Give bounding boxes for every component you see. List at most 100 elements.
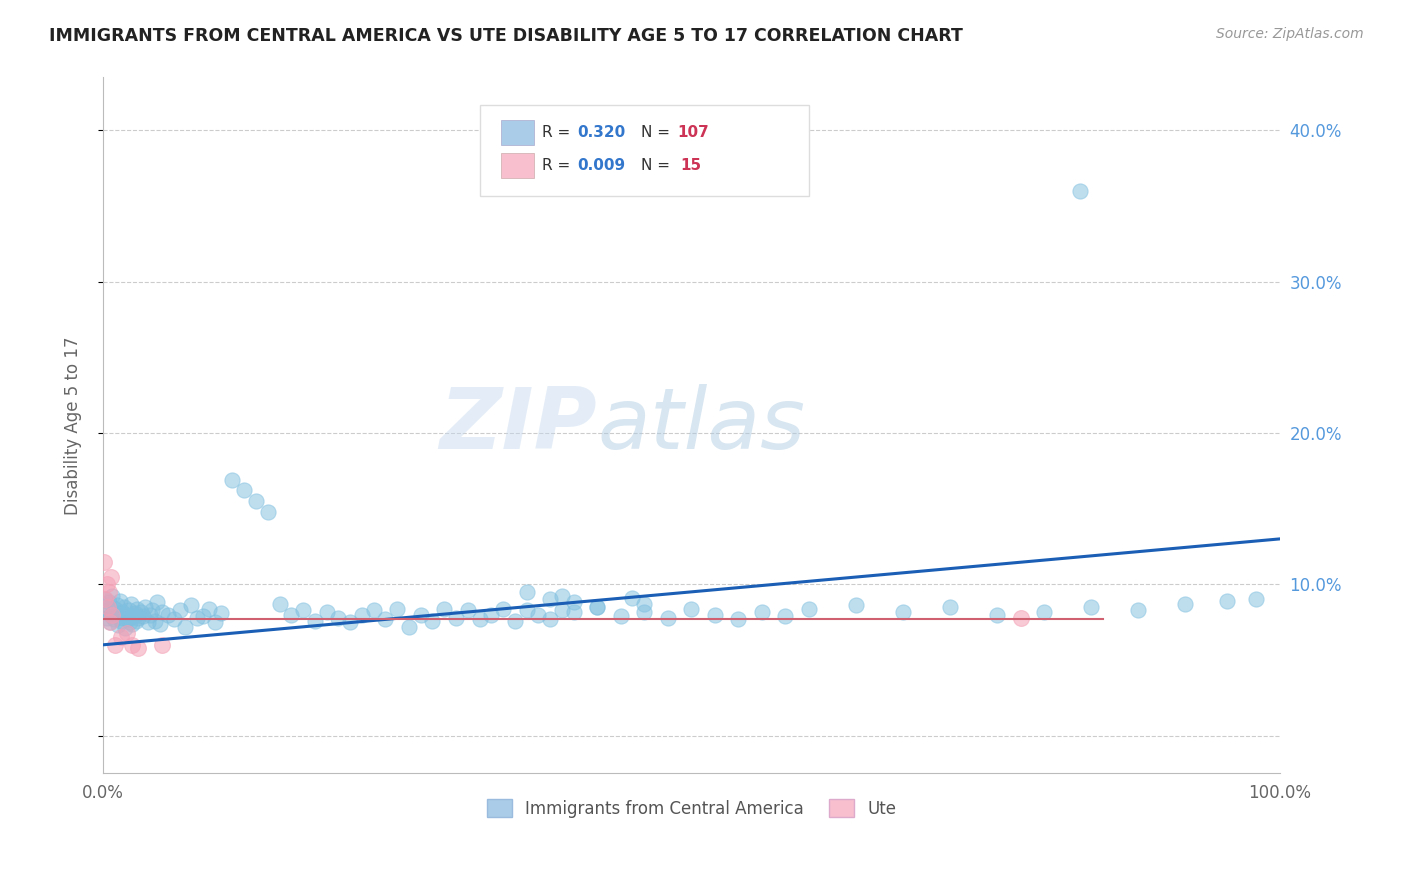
Point bbox=[703, 607, 725, 622]
Point bbox=[280, 607, 302, 622]
Point bbox=[100, 570, 122, 584]
Text: 0.320: 0.320 bbox=[578, 125, 626, 140]
FancyBboxPatch shape bbox=[479, 105, 808, 195]
Point bbox=[209, 606, 232, 620]
Point bbox=[468, 612, 491, 626]
Point bbox=[1174, 597, 1197, 611]
Point bbox=[93, 555, 115, 569]
Point bbox=[122, 609, 145, 624]
Text: R =: R = bbox=[541, 159, 575, 173]
Point bbox=[374, 612, 396, 626]
Point bbox=[775, 609, 797, 624]
Point bbox=[492, 601, 515, 615]
Point bbox=[256, 505, 278, 519]
Point bbox=[350, 607, 373, 622]
Point bbox=[363, 603, 385, 617]
Point bbox=[292, 603, 315, 617]
Point bbox=[148, 616, 170, 631]
Point bbox=[96, 610, 118, 624]
Point bbox=[1010, 610, 1032, 624]
Point bbox=[139, 607, 162, 622]
Text: 15: 15 bbox=[681, 159, 702, 173]
Point bbox=[304, 614, 326, 628]
Text: Source: ZipAtlas.com: Source: ZipAtlas.com bbox=[1216, 27, 1364, 41]
Point bbox=[398, 620, 420, 634]
Point bbox=[479, 607, 502, 622]
Point bbox=[103, 612, 125, 626]
Point bbox=[162, 612, 184, 626]
Point bbox=[797, 601, 820, 615]
Point bbox=[120, 615, 142, 629]
Point bbox=[245, 494, 267, 508]
Point bbox=[94, 592, 117, 607]
Point bbox=[204, 615, 226, 629]
Point bbox=[127, 601, 149, 615]
Point bbox=[609, 609, 631, 624]
Point bbox=[621, 591, 644, 605]
Bar bbox=[501, 120, 534, 145]
Point bbox=[516, 603, 538, 617]
Point bbox=[114, 621, 136, 635]
Point bbox=[845, 599, 868, 613]
Legend: Immigrants from Central America, Ute: Immigrants from Central America, Ute bbox=[479, 793, 903, 824]
Point bbox=[328, 610, 350, 624]
Point bbox=[101, 590, 124, 604]
Point bbox=[681, 601, 703, 615]
Point bbox=[527, 607, 550, 622]
Point bbox=[633, 597, 655, 611]
Text: R =: R = bbox=[541, 125, 575, 140]
Point bbox=[727, 612, 749, 626]
Point bbox=[422, 614, 444, 628]
Point bbox=[751, 605, 773, 619]
Point bbox=[115, 607, 138, 622]
Point bbox=[129, 605, 152, 619]
Point bbox=[108, 594, 131, 608]
Point bbox=[551, 603, 574, 617]
Point bbox=[562, 595, 585, 609]
Point bbox=[1080, 599, 1102, 614]
Point bbox=[117, 612, 139, 626]
Point bbox=[104, 601, 127, 615]
Point bbox=[107, 618, 129, 632]
Point bbox=[315, 605, 337, 619]
Text: atlas: atlas bbox=[598, 384, 806, 467]
Point bbox=[1033, 605, 1056, 619]
Point bbox=[121, 616, 143, 631]
Point bbox=[93, 599, 115, 614]
Point bbox=[186, 610, 208, 624]
Point bbox=[100, 607, 122, 622]
Point bbox=[150, 638, 173, 652]
Point bbox=[101, 607, 124, 622]
Bar bbox=[501, 153, 534, 178]
Point bbox=[269, 597, 291, 611]
Point bbox=[233, 483, 256, 498]
Point bbox=[433, 601, 456, 615]
Point bbox=[457, 603, 479, 617]
Point bbox=[96, 577, 118, 591]
Point bbox=[120, 597, 142, 611]
Point bbox=[586, 599, 609, 614]
Point bbox=[586, 599, 609, 614]
Point bbox=[1128, 603, 1150, 617]
Point bbox=[657, 610, 679, 624]
Point bbox=[127, 610, 149, 624]
Point bbox=[104, 609, 127, 624]
Point bbox=[112, 610, 135, 624]
Text: N =: N = bbox=[641, 159, 675, 173]
Point bbox=[1244, 592, 1267, 607]
Point bbox=[191, 609, 214, 624]
Point bbox=[538, 612, 561, 626]
Text: IMMIGRANTS FROM CENTRAL AMERICA VS UTE DISABILITY AGE 5 TO 17 CORRELATION CHART: IMMIGRANTS FROM CENTRAL AMERICA VS UTE D… bbox=[49, 27, 963, 45]
Point bbox=[538, 592, 561, 607]
Point bbox=[180, 599, 202, 613]
Point bbox=[97, 603, 120, 617]
Text: N =: N = bbox=[641, 125, 675, 140]
Point bbox=[891, 605, 914, 619]
Point bbox=[118, 603, 141, 617]
Point bbox=[97, 585, 120, 599]
Y-axis label: Disability Age 5 to 17: Disability Age 5 to 17 bbox=[65, 336, 82, 515]
Point bbox=[562, 605, 585, 619]
Point bbox=[127, 640, 149, 655]
Point bbox=[339, 615, 361, 629]
Point bbox=[115, 625, 138, 640]
